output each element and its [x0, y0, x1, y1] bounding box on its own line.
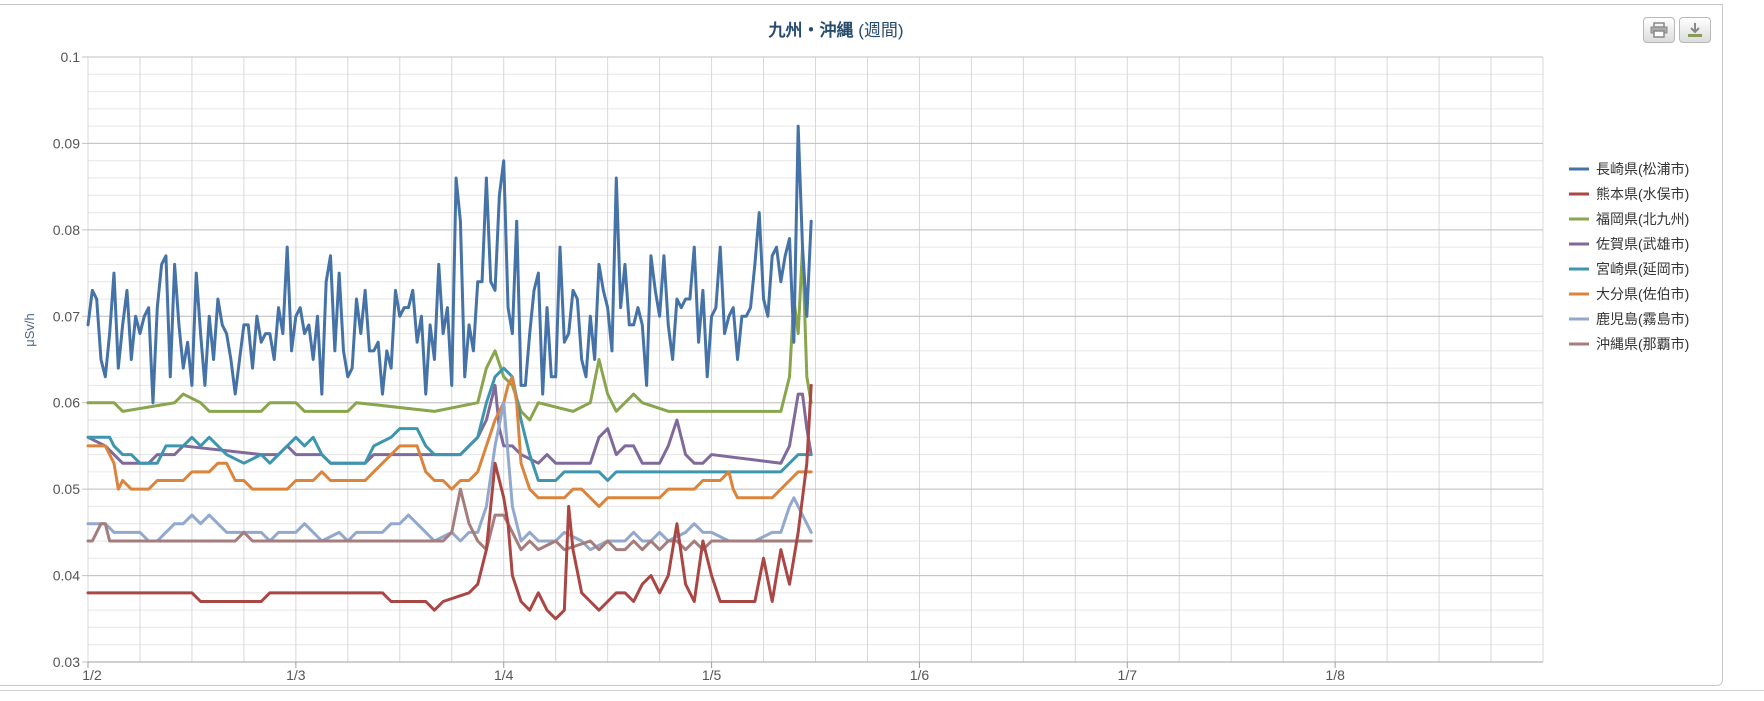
y-tick-label: 0.04 [53, 568, 80, 584]
legend-label: 大分県(佐伯市) [1596, 286, 1689, 302]
printer-icon [1650, 22, 1668, 38]
y-tick-label: 0.08 [53, 222, 80, 238]
legend-item[interactable]: 長崎県(松浦市) [1569, 161, 1689, 177]
divider [0, 690, 1764, 691]
legend-item[interactable]: 熊本県(水俣市) [1569, 186, 1689, 202]
legend-label: 福岡県(北九州) [1596, 211, 1689, 227]
series-line[interactable] [86, 401, 813, 552]
y-tick-label: 0.1 [61, 49, 81, 65]
x-tick-label: 1/5 [702, 667, 722, 683]
legend-item[interactable]: 佐賀県(武雄市) [1569, 236, 1689, 252]
legend-label: 熊本県(水俣市) [1596, 186, 1689, 202]
x-tick-label: 1/7 [1118, 667, 1138, 683]
y-tick-label: 0.07 [53, 308, 80, 324]
axes: 0.1 0.09 0.08 0.07 0.06 0.05 0.04 0.031/2 1/3 1/4… [53, 49, 1543, 683]
x-tick-label: 1/4 [494, 667, 514, 683]
y-tick-label: 0.09 [53, 135, 80, 151]
chart-title-main: 九州・沖縄 [767, 20, 853, 40]
legend-item[interactable]: 大分県(佐伯市) [1569, 286, 1689, 302]
print-button[interactable] [1643, 17, 1675, 43]
y-axis-title: μSv/h [22, 313, 37, 347]
series-line[interactable] [86, 375, 813, 508]
legend-item[interactable]: 宮崎県(延岡市) [1569, 261, 1689, 277]
series [86, 124, 813, 621]
y-tick-label: 0.06 [53, 395, 80, 411]
legend-item[interactable]: 福岡県(北九州) [1569, 211, 1689, 227]
legend-label: 長崎県(松浦市) [1596, 161, 1689, 177]
grid [82, 56, 1544, 663]
series-line[interactable] [86, 366, 813, 482]
x-tick-label: 1/2 [82, 667, 102, 683]
series-line[interactable] [86, 383, 813, 465]
chart-container [0, 4, 1723, 686]
legend-label: 佐賀県(武雄市) [1596, 236, 1689, 252]
series-line[interactable] [86, 487, 813, 552]
x-tick-label: 1/3 [286, 667, 306, 683]
y-tick-label: 0.03 [53, 654, 80, 670]
legend-label: 宮崎県(延岡市) [1596, 261, 1689, 277]
legend[interactable]: 長崎県(松浦市) 熊本県(水俣市) 福岡県(北九州) 佐賀県(武雄市) 宮崎県(延岡市)… [1569, 161, 1689, 352]
legend-label: 沖縄県(那覇市) [1596, 336, 1689, 352]
x-tick-label: 1/8 [1325, 667, 1345, 683]
chart-title: 九州・沖縄 (週間) [767, 20, 903, 40]
series-line[interactable] [86, 383, 813, 621]
y-tick-label: 0.05 [53, 481, 80, 497]
series-line[interactable] [86, 124, 813, 405]
download-button[interactable] [1679, 17, 1711, 43]
chart-title-sub: (週間) [858, 21, 903, 40]
x-tick-label: 1/6 [910, 667, 930, 683]
download-icon [1688, 23, 1702, 37]
legend-label: 鹿児島(霧島市) [1596, 311, 1689, 327]
legend-item[interactable]: 鹿児島(霧島市) [1569, 311, 1689, 327]
legend-item[interactable]: 沖縄県(那覇市) [1569, 336, 1689, 352]
